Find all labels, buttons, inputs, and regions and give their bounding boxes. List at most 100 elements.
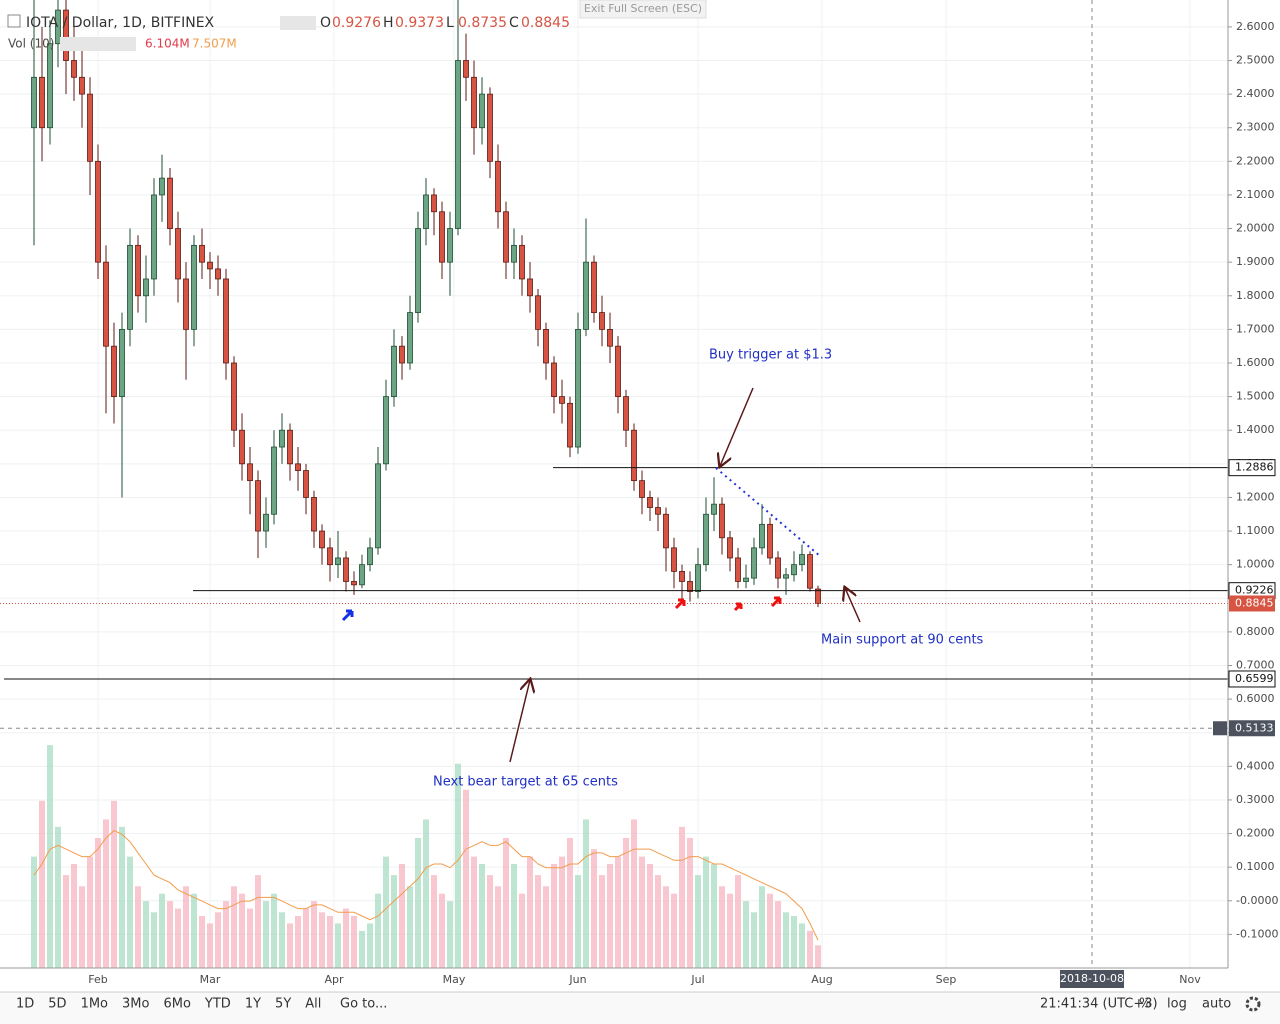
y-tick-label: 0.7000 [1236,659,1275,672]
candle-body [367,547,373,566]
y-tick-label: 1.0000 [1236,558,1275,571]
volume-bar [359,930,365,968]
range-button[interactable]: YTD [204,997,231,1012]
volume-bar [55,826,61,968]
last-price-label: 0.8845 [1235,596,1274,609]
candle-body [471,76,477,129]
candle-body [127,244,133,330]
annotation: Buy trigger at $1.3 [709,348,832,363]
candle-body [511,244,517,263]
price-level-box [1228,670,1276,688]
candle-body [431,194,437,213]
candle-body [143,278,149,297]
range-button[interactable]: 1Mo [81,997,108,1012]
candle-body [295,463,301,471]
candle-body [567,402,573,448]
candle-body [479,93,485,129]
volume-bar [631,819,637,968]
price-level-label: 0.6599 [1235,672,1274,685]
price-level-label: 1.2886 [1235,461,1274,474]
volume-bar [63,875,69,968]
candle-body [647,497,653,508]
volume-bar [447,901,453,968]
y-tick-label: 1.7000 [1236,322,1275,335]
volume-label: Vol (10) [8,37,54,51]
y-tick-label: 1.5000 [1236,390,1275,403]
candle-body [583,261,589,330]
candle-body [199,244,205,263]
candle-body [655,507,661,515]
volume-bar [295,916,301,968]
candle-body [815,588,821,604]
volume-bar [527,856,533,968]
option-button[interactable]: auto [1202,997,1231,1012]
y-tick-label: 1.6000 [1236,356,1275,369]
arrow [845,588,861,623]
candle-body [103,261,109,347]
goto-button[interactable]: Go to... [340,997,387,1012]
x-tick-label: Sep [936,973,957,986]
volume-bar [751,912,757,968]
range-button[interactable]: All [305,997,321,1012]
range-button[interactable]: 5D [48,997,66,1012]
candle-body [399,345,405,364]
volume-bar [543,886,549,968]
volume-bar [159,893,165,968]
range-button[interactable]: 3Mo [122,997,149,1012]
volume-bar [391,875,397,968]
y-tick-label: 1.4000 [1236,423,1275,436]
volume-bar [551,864,557,968]
volume-bar [167,901,173,968]
candle-body [447,228,453,263]
volume-bar [279,912,285,968]
volume-bar [215,912,221,968]
option-button[interactable]: % [1139,997,1151,1012]
range-button[interactable]: 1Y [245,997,261,1012]
volume-bar [639,856,645,968]
candle-body [439,211,445,263]
volume-bar [175,908,181,968]
volume-bar [287,923,293,968]
candle-body [607,328,613,347]
y-tick-label: -0.1000 [1236,927,1278,940]
range-button[interactable]: 5Y [275,997,291,1012]
y-tick-label: 1.2000 [1236,490,1275,503]
volume-bar [455,763,461,968]
option-button[interactable]: log [1167,997,1187,1012]
candle-body [383,396,389,465]
exit-fullscreen-button[interactable] [579,0,707,19]
volume-bar [303,908,309,968]
candle-body [39,76,45,129]
candle-body [631,429,637,482]
volume-bar [47,745,53,968]
candle-body [663,513,669,549]
candle-body [351,581,357,586]
x-tick-label: Aug [811,973,832,986]
candle-body [487,93,493,162]
volume-bar [319,912,325,968]
y-tick-label: 2.6000 [1236,20,1275,33]
candle-body [559,396,565,404]
candle-body [151,194,157,280]
marker-arrow [733,602,743,612]
volume-bar [39,800,45,968]
vol-icons[interactable] [60,37,136,51]
settings-icon[interactable] [1245,996,1261,1012]
candle-body [223,278,229,364]
candle-body [271,446,277,515]
volume-bar [111,800,117,968]
range-button[interactable]: 1D [16,997,34,1012]
header-icons[interactable] [280,16,316,30]
collapse-icon[interactable] [7,14,21,28]
volume-bar [471,856,477,968]
candle-body [191,244,197,330]
annotation: Main support at 90 cents [821,633,984,648]
candle-body [263,513,269,532]
candle-body [543,328,549,364]
exit-fullscreen-label[interactable]: Exit Full Screen (ESC) [584,2,702,15]
marker-arrow [341,609,354,622]
volume-bar [463,789,469,968]
crosshair-date-label: 2018-10-08 [1060,972,1124,985]
x-tick-label: Feb [88,973,107,986]
range-button[interactable]: 6Mo [163,997,190,1012]
